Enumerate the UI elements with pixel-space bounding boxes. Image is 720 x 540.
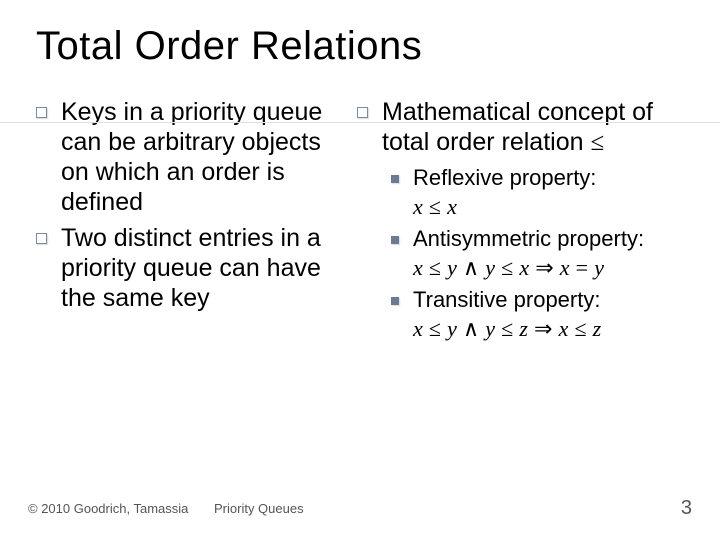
property-transitive: Transitive property: x ≤ y ∧ y ≤ z ⇒ x ≤… (391, 286, 692, 343)
square-bullet-icon (36, 233, 47, 244)
property-reflexive-text: Reflexive property: x ≤ x (413, 164, 596, 221)
footer-center: Priority Queues (214, 501, 304, 516)
left-column: Keys in a priority queue can be arbitrar… (36, 97, 341, 348)
small-square-bullet-icon (391, 297, 399, 305)
right-heading-text: Mathematical concept of total order rela… (382, 98, 653, 156)
footer-copyright: © 2010 Goodrich, Tamassia (28, 501, 196, 516)
left-bullet-1-text: Two distinct entries in a priority queue… (61, 223, 341, 313)
property-transitive-label: Transitive property: (413, 287, 600, 312)
right-heading: Mathematical concept of total order rela… (382, 97, 692, 158)
title-underline (0, 122, 720, 124)
property-reflexive: Reflexive property: x ≤ x (391, 164, 692, 221)
property-reflexive-label: Reflexive property: (413, 165, 596, 190)
small-square-bullet-icon (391, 175, 399, 183)
property-antisymmetric-label: Antisymmetric property: (413, 226, 644, 251)
slide: Total Order Relations Keys in a priority… (0, 0, 720, 540)
properties-list: Reflexive property: x ≤ x Antisymmetric … (391, 164, 692, 344)
property-transitive-formula: x ≤ y ∧ y ≤ z ⇒ x ≤ z (413, 316, 601, 341)
property-transitive-text: Transitive property: x ≤ y ∧ y ≤ z ⇒ x ≤… (413, 286, 601, 343)
page-number: 3 (681, 497, 692, 520)
right-column: Mathematical concept of total order rela… (357, 97, 692, 348)
right-bullet: Mathematical concept of total order rela… (357, 97, 692, 158)
slide-title: Total Order Relations (36, 24, 692, 69)
left-bullet-0: Keys in a priority queue can be arbitrar… (36, 97, 341, 217)
relation-symbol: ≤ (590, 129, 604, 156)
left-bullet-1: Two distinct entries in a priority queue… (36, 223, 341, 313)
square-bullet-icon (357, 107, 368, 118)
left-bullet-0-text: Keys in a priority queue can be arbitrar… (61, 97, 341, 217)
small-square-bullet-icon (391, 236, 399, 244)
property-antisymmetric-formula: x ≤ y ∧ y ≤ x ⇒ x = y (413, 255, 604, 280)
property-reflexive-formula: x ≤ x (413, 194, 457, 219)
property-antisymmetric-text: Antisymmetric property: x ≤ y ∧ y ≤ x ⇒ … (413, 225, 644, 282)
property-antisymmetric: Antisymmetric property: x ≤ y ∧ y ≤ x ⇒ … (391, 225, 692, 282)
square-bullet-icon (36, 107, 47, 118)
slide-footer: © 2010 Goodrich, Tamassia Priority Queue… (28, 497, 692, 520)
content-columns: Keys in a priority queue can be arbitrar… (36, 97, 692, 348)
